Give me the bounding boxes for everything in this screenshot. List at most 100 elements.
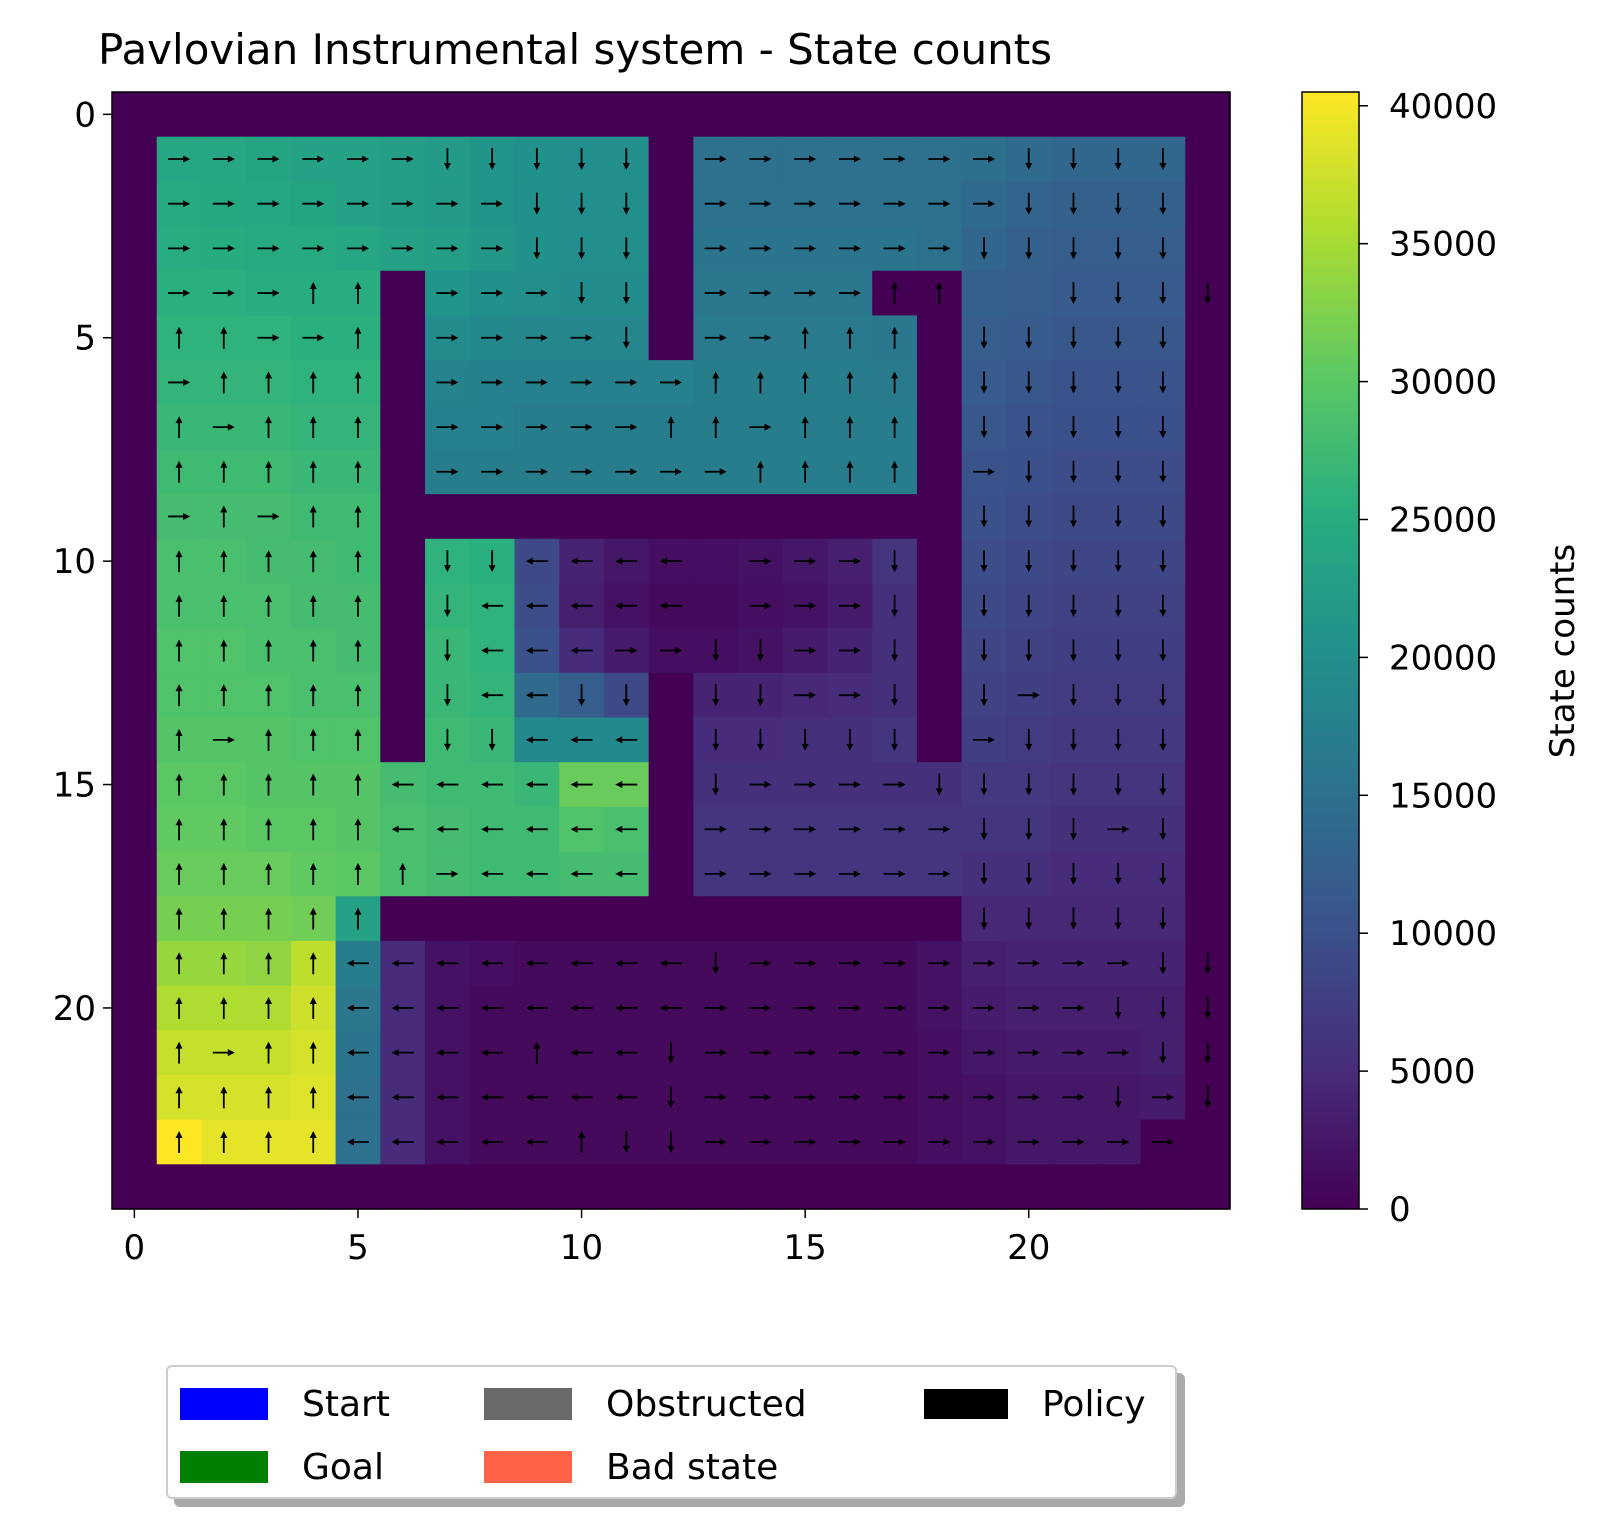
policy-arrow [704,870,727,878]
heatmap-cell [246,92,292,138]
policy-arrow [891,416,899,439]
colorbar-tick-label: 30000 [1389,363,1497,403]
policy-arrow [928,1049,951,1057]
policy-arrow [1025,148,1033,171]
policy-arrow [1017,691,1040,699]
heatmap-cell [872,494,918,540]
policy-arrow [1114,505,1122,528]
heatmap-cell [1185,226,1231,272]
x-axis: 0 5 10 15 20 [124,1209,1050,1268]
policy-arrow [838,647,861,654]
heatmap-cell [1185,806,1231,853]
heatmap-cell [112,940,158,987]
policy-arrow [1159,416,1167,439]
policy-arrow [1159,684,1167,707]
policy-arrow [794,1138,817,1146]
policy-arrow [309,371,317,394]
heatmap-cell [559,494,605,540]
legend-label-goal: Goal [302,1446,384,1488]
policy-arrow [346,155,369,163]
policy-arrow [481,289,504,297]
policy-arrow [928,959,951,967]
policy-arrow [838,1138,861,1146]
policy-arrow [391,959,414,967]
policy-arrow [794,1093,817,1101]
policy-arrow [525,736,548,744]
policy-arrow [265,371,273,394]
policy-arrow [615,870,638,878]
policy-arrow [660,1004,682,1012]
policy-arrow [1159,550,1167,573]
policy-arrow [481,1049,504,1057]
policy-arrow [846,728,854,751]
policy-arrow [1025,371,1033,394]
policy-arrow [749,155,772,163]
heatmap-cell [782,494,829,540]
heatmap-cell [1185,404,1231,451]
policy-arrow [1114,237,1122,260]
policy-arrow [756,460,764,483]
policy-arrow [1062,1004,1085,1012]
policy-arrow [220,505,228,528]
policy-arrow [838,244,861,252]
policy-arrow [1204,996,1212,1019]
heatmap-cell [425,1164,471,1210]
colorbar-tick-label: 20000 [1389,638,1497,678]
colorbar-axis: 0 5000 10000 15000 20000 25000 30000 35000 40000 [1359,87,1497,1230]
policy-arrow [1114,907,1122,930]
policy-arrow [1069,282,1077,305]
policy-arrow [436,468,459,476]
chart-title: Pavlovian Instrumental system - State co… [98,25,1052,74]
policy-arrow [1159,594,1167,617]
colorbar-label: State counts [1543,544,1583,758]
policy-arrow [533,192,541,215]
policy-arrow [488,550,496,573]
policy-arrow [749,1093,772,1101]
policy-arrow [1069,773,1077,796]
heatmap-cell [290,1164,337,1210]
policy-arrow [1025,639,1033,662]
heatmap-cell [961,92,1007,138]
heatmap-cell [872,896,918,942]
policy-arrow [220,371,228,394]
heatmap-cell [112,1164,158,1210]
policy-arrow [399,862,407,885]
heatmap-cell [335,92,381,138]
policy-arrow [175,550,183,573]
policy-arrow [354,371,362,394]
policy-arrow [1107,959,1130,967]
policy-arrow [257,334,280,342]
policy-arrow [265,818,273,841]
policy-arrow [712,952,720,975]
heatmap-cell [916,538,963,585]
legend: Start Obstructed Policy Goal Bad state [166,1365,1177,1499]
policy-arrow [265,684,273,707]
policy-arrow [481,468,504,476]
policy-arrow [354,416,362,439]
policy-arrow [1069,237,1077,260]
policy-arrow [973,155,996,163]
policy-arrow [525,870,548,878]
policy-arrow [749,200,772,208]
policy-arrow [525,423,548,431]
policy-arrow [570,736,593,744]
policy-arrow [346,1049,369,1057]
policy-arrow [525,468,548,476]
policy-arrow [354,550,362,573]
heatmap-cell [1185,851,1231,897]
policy-arrow [354,326,362,349]
policy-arrow [935,773,943,796]
colorbar-tick-label: 5000 [1389,1052,1476,1092]
heatmap-cell [603,896,650,942]
heatmap-cell [469,494,516,540]
legend-label-bad-state: Bad state [606,1446,779,1488]
policy-arrow [980,594,988,617]
policy-arrow [712,684,720,707]
policy-arrow [265,862,273,885]
heatmap-cell [201,1164,247,1210]
policy-arrow [883,1004,906,1012]
policy-arrow [928,155,951,163]
policy-arrow [973,736,996,744]
policy-arrow [615,557,638,565]
heatmap-cell [112,985,158,1031]
